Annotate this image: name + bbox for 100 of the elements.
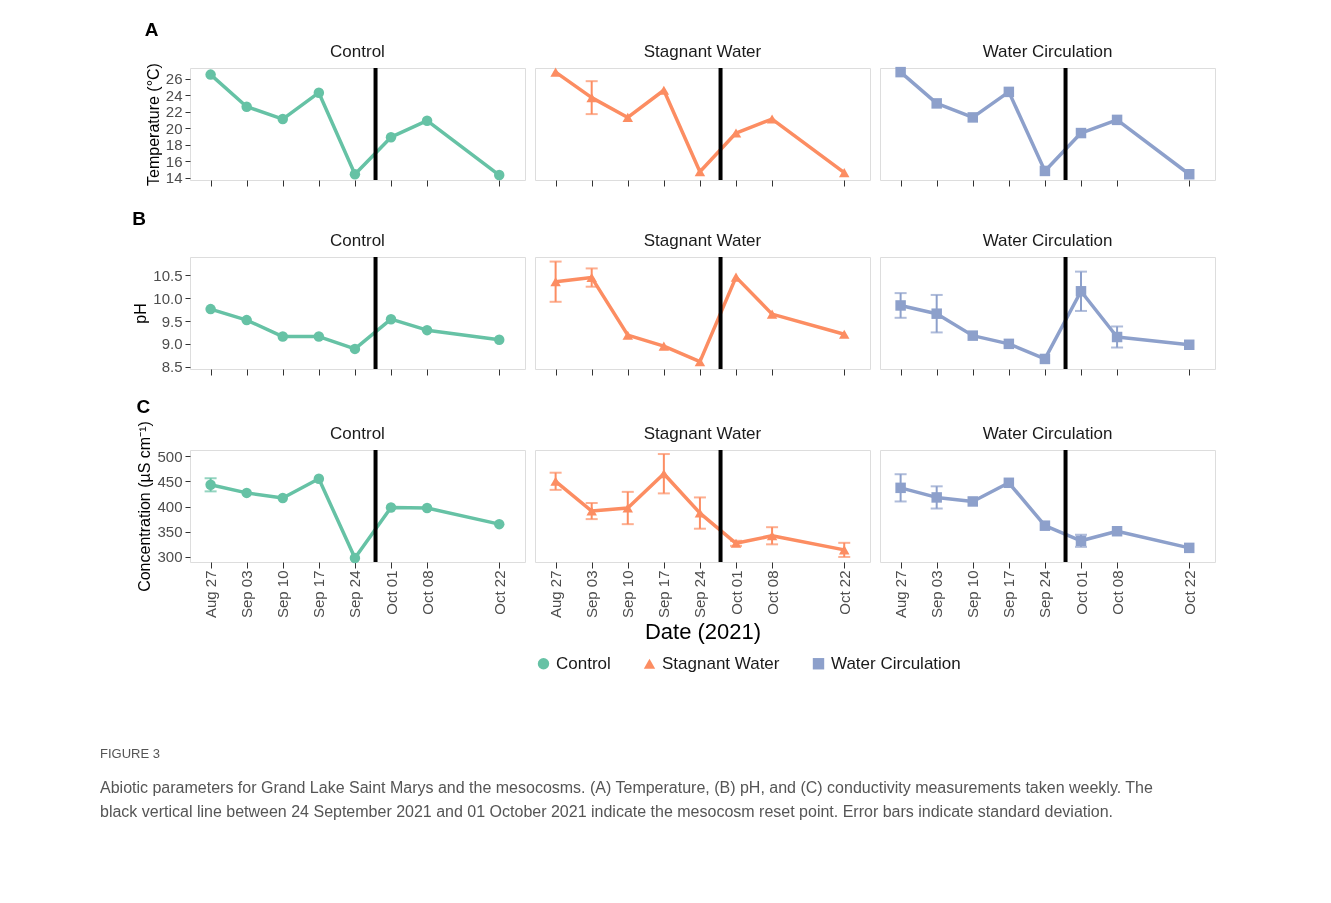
point — [1183, 339, 1195, 351]
x-tick-label: Oct 22 — [1180, 570, 1198, 615]
chart-title: Control — [330, 231, 385, 250]
point — [931, 308, 942, 319]
point — [730, 128, 742, 138]
y-tick-label: 450 — [157, 472, 183, 490]
point — [622, 503, 634, 513]
point — [586, 273, 597, 283]
x-tick-label: Oct 22 — [835, 570, 853, 615]
x-tick-label: Oct 01 — [382, 570, 400, 615]
x-tick-label: Aug 27 — [547, 570, 565, 619]
y-axis-title: pH — [132, 303, 150, 324]
point — [838, 168, 850, 178]
y-axis-title: Temperature (°C) — [144, 63, 162, 186]
point — [766, 531, 778, 541]
point — [1183, 168, 1195, 180]
point — [493, 334, 505, 345]
chart-title: Stagnant Water — [643, 424, 762, 443]
y-tick-label: 9.0 — [161, 335, 183, 353]
x-tick-label: Sep 17 — [310, 570, 328, 619]
point — [1111, 525, 1123, 537]
point — [205, 303, 216, 315]
x-tick-label: Sep 24 — [1036, 570, 1054, 619]
legend-label: Water Circulation — [831, 653, 961, 673]
point — [421, 115, 433, 126]
point — [622, 330, 634, 340]
chart-title: Stagnant Water — [643, 42, 762, 61]
chart-title: Control — [330, 42, 385, 61]
point — [967, 496, 979, 507]
point — [967, 330, 979, 341]
x-tick-label: Sep 17 — [655, 570, 673, 619]
x-tick-label: Oct 08 — [418, 570, 436, 615]
point — [241, 487, 252, 499]
point — [1075, 127, 1087, 139]
text: black vertical line between 24 September 2021 and 01 October 2021 indicate the mesocosm reset point. Error bars indicate standard deviation. — [100, 803, 1114, 820]
text: C — [136, 396, 151, 418]
point — [493, 169, 505, 181]
point — [766, 309, 778, 319]
x-tick-label: Oct 08 — [1108, 570, 1126, 615]
point — [313, 331, 325, 342]
point — [1039, 353, 1051, 365]
point — [241, 101, 252, 112]
point — [277, 331, 289, 342]
y-tick-label: 10.5 — [153, 266, 183, 284]
legend-label: Stagnant Water — [662, 653, 780, 673]
x-tick-label: Sep 24 — [346, 570, 364, 619]
y-tick-label: 24 — [165, 86, 183, 104]
point — [694, 357, 706, 367]
point — [967, 112, 979, 123]
point — [385, 313, 397, 325]
x-tick-label: Oct 08 — [763, 570, 781, 615]
point — [1003, 338, 1015, 350]
x-tick-label: Oct 01 — [727, 570, 745, 615]
y-tick-label: 14 — [165, 169, 183, 187]
y-tick-label: 400 — [157, 498, 183, 515]
chart-title: Stagnant Water — [643, 231, 762, 250]
point — [1075, 286, 1087, 297]
point — [1039, 520, 1051, 531]
point — [313, 87, 325, 98]
point — [421, 324, 433, 336]
x-tick-label: Sep 03 — [928, 570, 946, 619]
x-tick-label: Aug 27 — [202, 570, 220, 619]
point — [895, 482, 906, 494]
x-tick-label: Sep 17 — [1000, 570, 1018, 619]
point — [550, 67, 561, 77]
point — [931, 98, 942, 109]
point — [1183, 542, 1195, 554]
point — [550, 277, 561, 287]
point — [277, 113, 289, 125]
chart-title: Water Circulation — [982, 42, 1113, 61]
point — [895, 300, 906, 311]
point — [205, 69, 216, 80]
caption: FIGURE 3 — [100, 746, 160, 761]
point — [586, 506, 597, 516]
y-tick-label: 350 — [157, 523, 183, 541]
point — [1003, 86, 1015, 98]
x-tick-label: Sep 03 — [583, 570, 601, 619]
y-axis-title: Concentration (µS cm⁻¹) — [136, 421, 154, 592]
x-tick-label: Sep 10 — [619, 570, 637, 619]
point — [241, 314, 252, 326]
point — [421, 502, 433, 514]
point — [349, 552, 361, 564]
x-tick-label: Aug 27 — [892, 570, 910, 619]
chart-title: Control — [330, 424, 385, 443]
point — [586, 93, 597, 103]
chart-title: Water Circulation — [982, 231, 1113, 250]
point — [1039, 165, 1051, 177]
text: Abiotic parameters for Grand Lake Saint Marys and the mesocosms. (A) Temperature, (B) pH, and (C) conductivity measurements taken weekly. The — [100, 779, 1153, 796]
point — [385, 502, 397, 513]
x-tick-label: Oct 01 — [1072, 570, 1090, 615]
point — [313, 473, 325, 484]
y-tick-label: 500 — [157, 447, 183, 465]
y-tick-label: 9.5 — [161, 312, 183, 330]
point — [895, 66, 906, 78]
point — [385, 131, 397, 143]
text: A — [144, 18, 159, 40]
x-tick-label: Oct 22 — [490, 570, 508, 615]
point — [277, 492, 289, 504]
y-tick-label: 16 — [165, 152, 183, 170]
point — [838, 329, 850, 339]
